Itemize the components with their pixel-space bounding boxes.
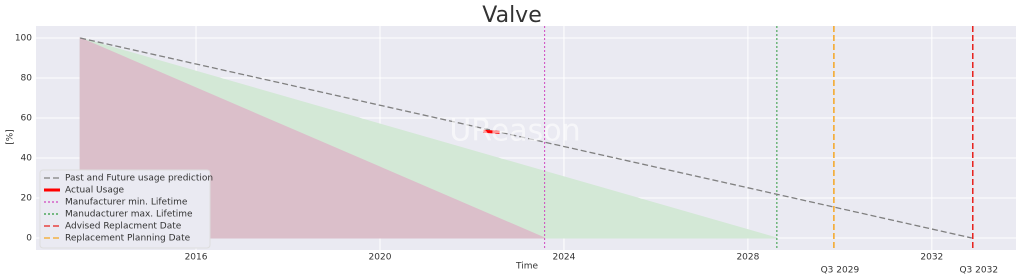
series-line [483,129,500,134]
y-tick-label: 0 [26,234,32,244]
y-tick-label: 60 [21,114,33,124]
legend-label: Actual Usage [65,186,125,196]
chart-title: Valve [482,3,542,28]
y-tick-label: 20 [21,194,33,204]
legend-label: Manufacturer min. Lifetime [65,198,188,208]
watermark: UReason [449,114,580,149]
y-tick-label: 100 [15,34,32,44]
legend-label: Manudacturer max. Lifetime [65,210,193,220]
x-axis-label: Time [515,262,538,272]
legend-label: Replacement Planning Date [65,234,191,244]
y-tick-label: 40 [21,154,33,164]
legend-label: Advised Replacment Date [65,222,182,232]
x-tick-label: 2032 [920,253,943,263]
x-tick-label: 2020 [369,253,392,263]
legend-label: Past and Future usage prediction [65,174,213,184]
x-tick-label: 2016 [185,253,208,263]
x-tick-label: 2028 [736,253,759,263]
x-tick-label: Q3 2029 [821,266,860,276]
series-line [80,37,972,239]
legend-box [39,169,211,249]
x-tick-label: Q3 2032 [959,266,998,276]
y-tick-label: 80 [21,74,33,84]
x-tick-label: 2024 [552,253,575,263]
y-axis-label: [%] [6,129,16,145]
